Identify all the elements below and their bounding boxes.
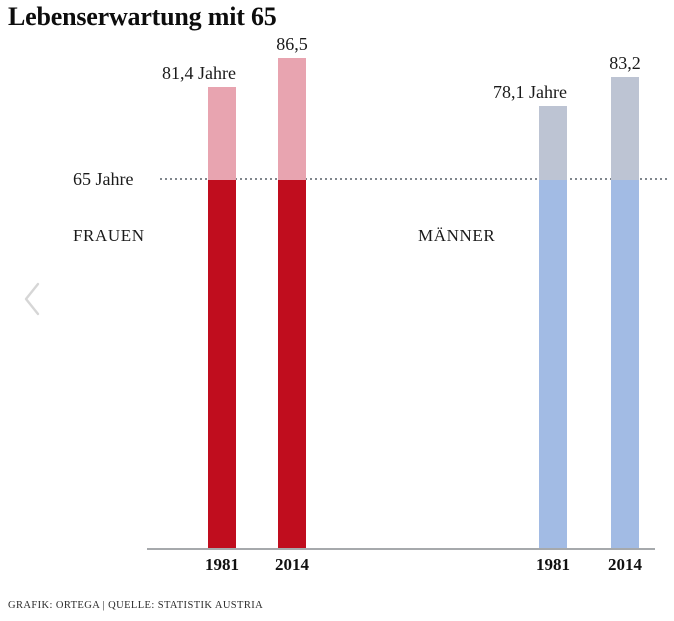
group-label-frauen: FRAUEN	[73, 226, 145, 245]
chart-title: Lebenserwartung mit 65	[8, 2, 277, 31]
year-label-maenner-1981: 1981	[536, 555, 570, 574]
bar-segment-above-65	[208, 87, 236, 180]
x-axis-line	[147, 548, 655, 550]
value-label-frauen-2014: 86,5	[276, 34, 308, 54]
bar-maenner-1981	[539, 106, 567, 549]
group-label-maenner: MÄNNER	[418, 226, 496, 245]
bar-frauen-1981	[208, 87, 236, 549]
year-label-frauen-2014: 2014	[275, 555, 309, 574]
bar-segment-above-65	[278, 58, 306, 180]
value-label-maenner-1981: 78,1 Jahre	[493, 82, 567, 102]
bar-segment-above-65	[611, 77, 639, 180]
bar-frauen-2014	[278, 58, 306, 549]
source-credit: GRAFIK: ORTEGA | QUELLE: STATISTIK AUSTR…	[8, 600, 264, 611]
baseline-65-label: 65 Jahre	[73, 169, 134, 189]
bar-maenner-2014	[611, 77, 639, 549]
year-label-maenner-2014: 2014	[608, 555, 642, 574]
value-label-frauen-1981: 81,4 Jahre	[162, 63, 236, 83]
carousel-prev-button[interactable]	[20, 280, 44, 320]
baseline-dotted-line	[160, 178, 670, 180]
chevron-left-icon	[24, 282, 40, 315]
bar-segment-above-65	[539, 106, 567, 180]
value-label-maenner-2014: 83,2	[609, 53, 641, 73]
year-label-frauen-1981: 1981	[205, 555, 239, 574]
